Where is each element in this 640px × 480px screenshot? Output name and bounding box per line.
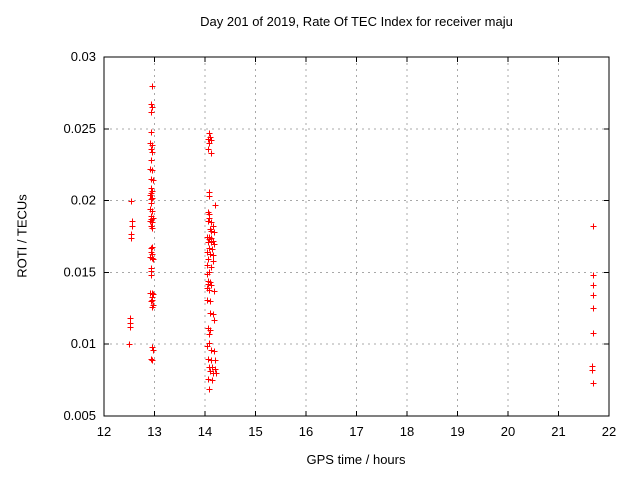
x-axis-label: GPS time / hours [306, 452, 406, 467]
gridlines [104, 57, 609, 416]
y-tick-label: 0.025 [63, 121, 96, 136]
y-tick-label: 0.02 [71, 193, 96, 208]
y-tick-label: 0.03 [71, 49, 96, 64]
x-tick-label: 14 [198, 424, 212, 439]
x-tick-label: 20 [501, 424, 515, 439]
x-tick-label: 16 [299, 424, 313, 439]
x-tick-label: 22 [602, 424, 616, 439]
tick-labels: 12 13 14 15 16 17 18 19 20 21 22 0.005 0.01 0.015 0.02… [63, 49, 616, 439]
data-points [126, 83, 597, 393]
data-points-layer [126, 83, 597, 393]
x-tick-label: 21 [551, 424, 565, 439]
y-tick-label: 0.01 [71, 336, 96, 351]
x-tick-label: 17 [349, 424, 363, 439]
x-tick-label: 19 [450, 424, 464, 439]
chart-title: Day 201 of 2019, Rate Of TEC Index for r… [200, 14, 513, 29]
plot-border [103, 56, 610, 417]
y-tick-label: 0.005 [63, 408, 96, 423]
x-tick-label: 12 [97, 424, 111, 439]
x-tick-label: 18 [400, 424, 414, 439]
x-tick-label: 13 [147, 424, 161, 439]
axes-ticks [103, 56, 610, 417]
y-tick-label: 0.015 [63, 264, 96, 279]
x-tick-label: 15 [248, 424, 262, 439]
